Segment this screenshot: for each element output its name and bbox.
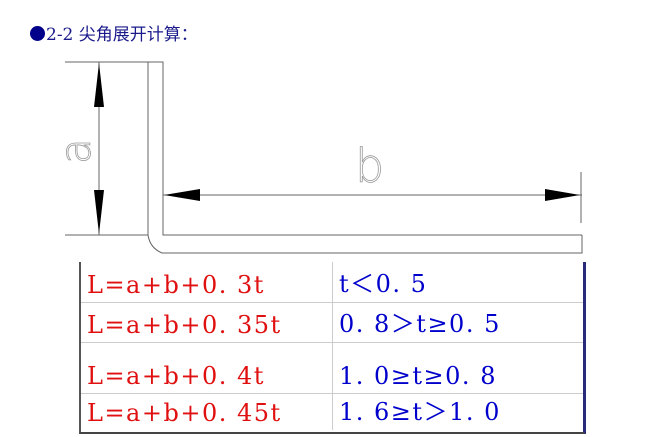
- formula-cell: L=a+b+0. 45t: [81, 394, 333, 430]
- slide-title: 2-2 尖角展开计算：: [30, 20, 198, 45]
- label-b: b: [355, 139, 384, 193]
- arrow-up-icon: [94, 63, 104, 107]
- condition-cell: t＜0. 5: [339, 270, 428, 298]
- part-outer-edge: [147, 62, 583, 254]
- condition-cell: 0. 8＞t≥0. 5: [339, 310, 501, 338]
- label-a: a: [51, 138, 100, 164]
- table-row: L=a+b+0. 3t t＜0. 5: [81, 262, 583, 302]
- formula-cell: L=a+b+0. 3t: [81, 262, 333, 302]
- bend-diagram: a b: [51, 61, 583, 254]
- arrow-down-icon: [94, 190, 104, 234]
- condition-cell: 1. 6≥t＞1. 0: [339, 398, 501, 426]
- arrow-right-icon: [545, 189, 580, 201]
- formula-cell: L=a+b+0. 4t: [81, 343, 333, 393]
- formula-cell: L=a+b+0. 35t: [81, 303, 333, 342]
- title-text: 2-2 尖角展开计算：: [46, 25, 198, 45]
- table-row: L=a+b+0. 45t 1. 6≥t＞1. 0: [81, 393, 583, 430]
- table-row: L=a+b+0. 4t 1. 0≥t≥0. 8: [81, 342, 583, 393]
- part-inner-edge: [130, 61, 582, 236]
- arrow-left-icon: [164, 189, 200, 201]
- condition-cell: 1. 0≥t≥0. 8: [339, 362, 497, 390]
- bullet-icon: [30, 26, 45, 41]
- formula-table: L=a+b+0. 3t t＜0. 5 L=a+b+0. 35t 0. 8＞t≥0. …: [79, 262, 586, 434]
- table-row: L=a+b+0. 35t 0. 8＞t≥0. 5: [81, 302, 583, 342]
